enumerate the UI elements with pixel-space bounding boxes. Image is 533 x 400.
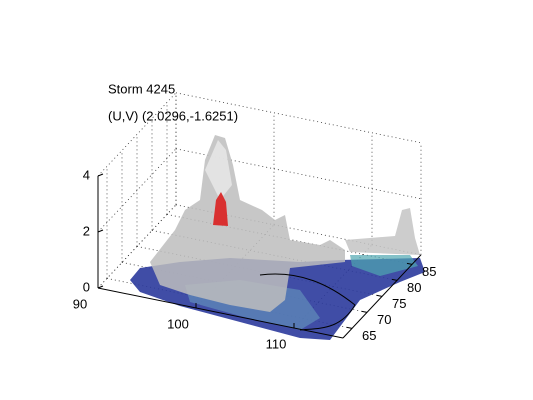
y-tick-label: 75 <box>392 296 406 311</box>
surface-highlight <box>205 140 232 200</box>
x-axis <box>97 287 344 339</box>
z-tick <box>97 229 104 233</box>
y-tick <box>391 278 398 281</box>
y-tick-label: 70 <box>377 312 391 327</box>
surface-base-highlight <box>350 255 418 276</box>
surface-terrain <box>150 135 345 312</box>
z-tick <box>97 173 104 177</box>
y-tick <box>376 294 383 297</box>
surface-core <box>213 192 228 226</box>
chart-subtitle: (U,V) (2.0296,-1.6251) <box>108 108 238 123</box>
y-tick <box>406 262 413 265</box>
z-tick <box>97 285 104 289</box>
z-tick-label: 2 <box>83 223 90 238</box>
grid-line <box>97 92 177 177</box>
grid-line <box>175 148 422 200</box>
grid-line <box>175 92 422 144</box>
chart-title: Storm 4245 <box>108 81 175 96</box>
x-tick-label: 100 <box>167 316 189 331</box>
y-tick <box>361 310 368 313</box>
surface <box>130 135 425 340</box>
y-tick-label: 65 <box>362 328 376 343</box>
x-tick-label: 110 <box>266 336 287 351</box>
x-tick-label: 90 <box>73 296 87 311</box>
y-tick-label: 80 <box>407 280 421 295</box>
z-tick-label: 0 <box>83 279 90 294</box>
surface-terrain <box>345 208 420 255</box>
y-tick <box>346 326 353 329</box>
contour-line <box>259 273 356 331</box>
z-tick-label: 4 <box>83 167 90 182</box>
y-tick-label: 85 <box>422 264 436 279</box>
